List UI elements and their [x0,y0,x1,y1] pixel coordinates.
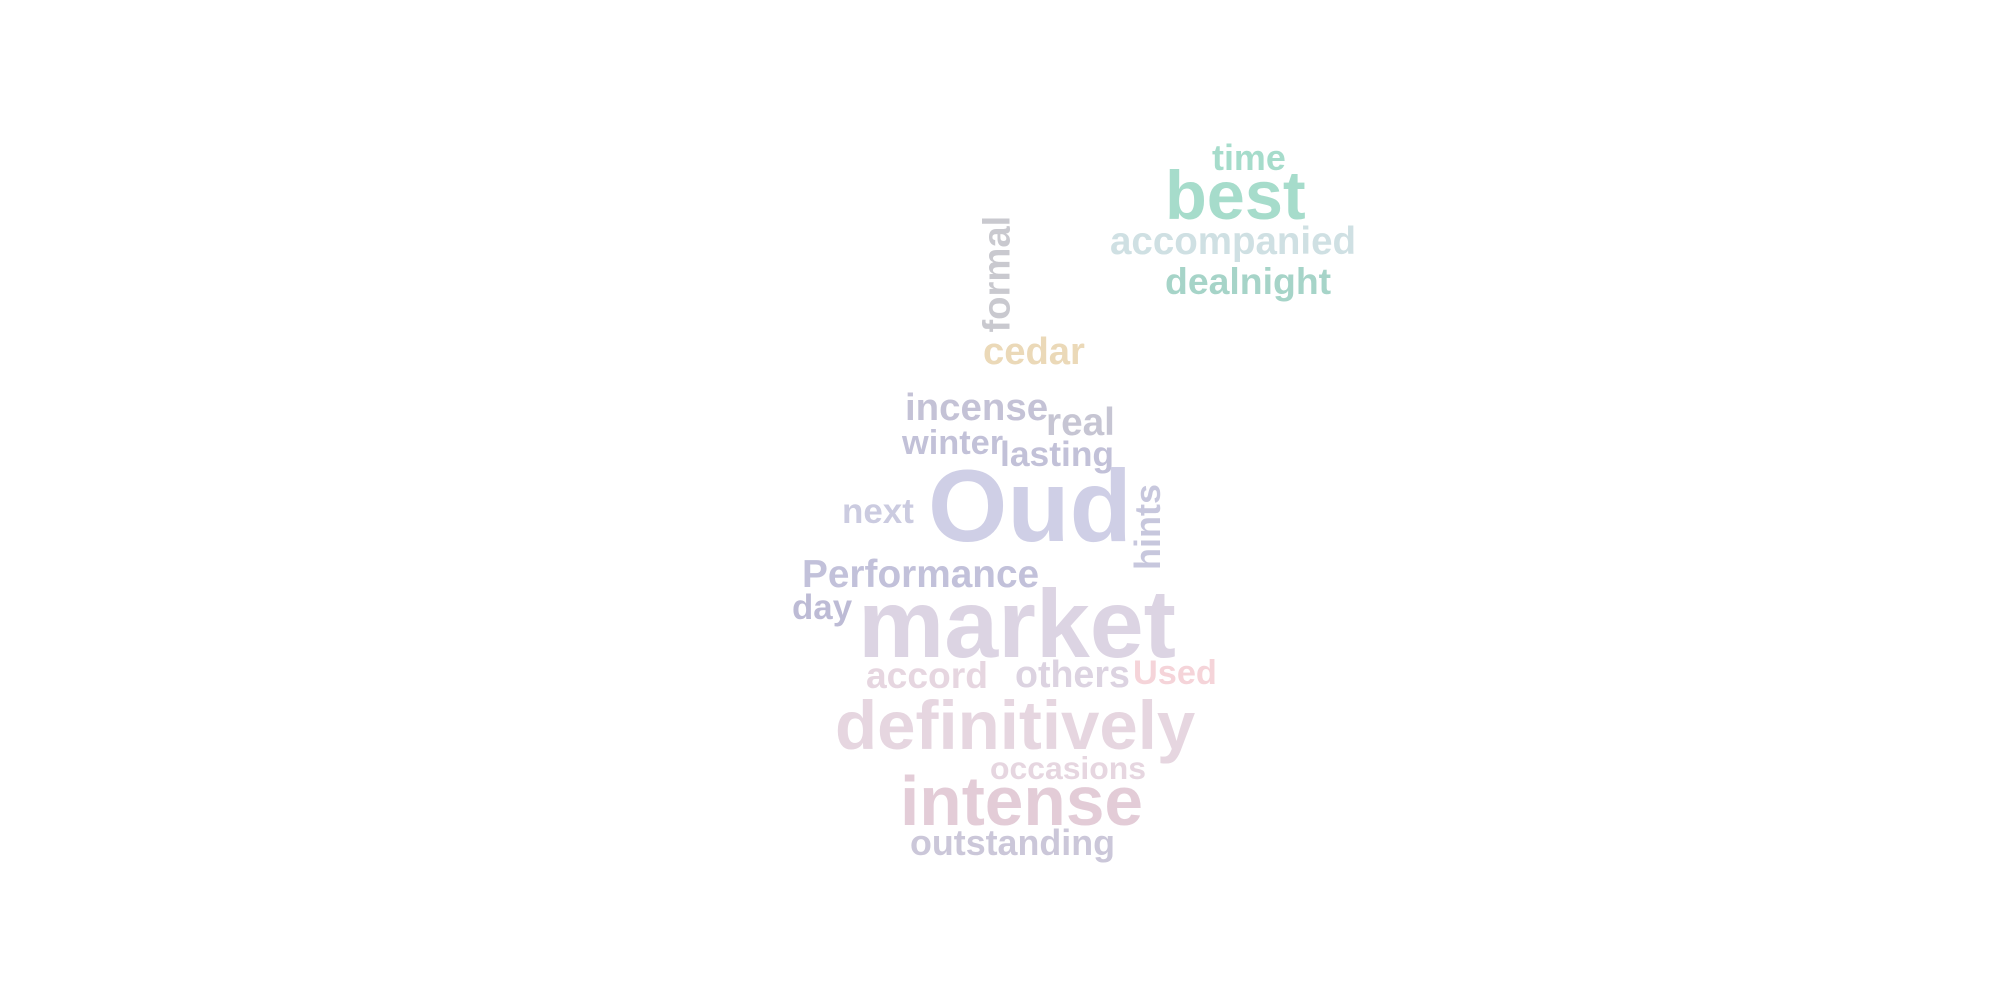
word-performance: Performance [802,552,1040,596]
word-incense: incense [905,386,1049,429]
word-definitively: definitively [835,687,1196,764]
word-others: others [1015,653,1130,695]
word-outstanding: outstanding [910,822,1115,863]
word-next: next [842,492,914,531]
word-accompanied: accompanied [1110,220,1357,263]
word-occasions: occasions [990,749,1146,786]
word-oud: Oud [928,448,1132,563]
word-cedar: cedar [983,330,1085,373]
word-hints: hints [1126,484,1168,570]
word-market: market [858,568,1176,678]
word-dealnight: dealnight [1165,259,1332,302]
word-lasting: lasting [1000,433,1115,474]
word-winter: winter [902,423,1004,462]
word-real: real [1046,400,1115,444]
word-used: Used [1133,654,1217,692]
word-formal: formal [975,215,1019,333]
word-day: day [792,587,853,627]
word-time: time [1212,136,1286,178]
word-intense: intense [900,761,1144,840]
word-accord: accord [866,653,988,696]
word-best: best [1165,156,1306,234]
